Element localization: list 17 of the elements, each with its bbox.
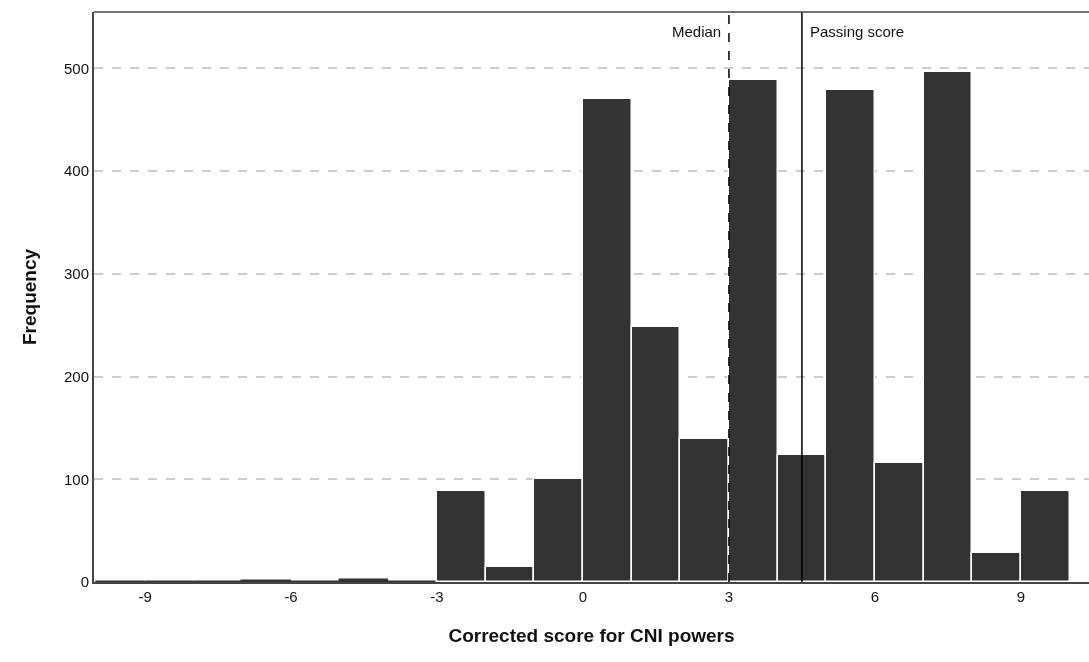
ref-line-label: Median [672,23,722,40]
x-tick-label: 9 [1016,588,1026,605]
y-tick-label: 200 [63,367,89,385]
y-tick-label: 300 [63,265,89,283]
y-axis-title: Frequency [19,248,41,346]
x-tick-label: 6 [870,588,880,605]
x-tick-label: 0 [578,588,588,605]
y-tick-label: 0 [80,573,89,591]
x-tick-label: -6 [284,588,298,605]
x-tick-label: 3 [724,588,734,605]
x-tick-label: -3 [430,588,444,605]
y-tick-label: 500 [63,59,89,77]
x-axis-title: Corrected score for CNI powers [448,625,735,647]
y-tick-label: 400 [63,162,89,180]
x-tick-label: -9 [138,588,152,605]
ref-line-label: Passing score [810,23,905,40]
y-tick-label: 100 [63,470,89,488]
